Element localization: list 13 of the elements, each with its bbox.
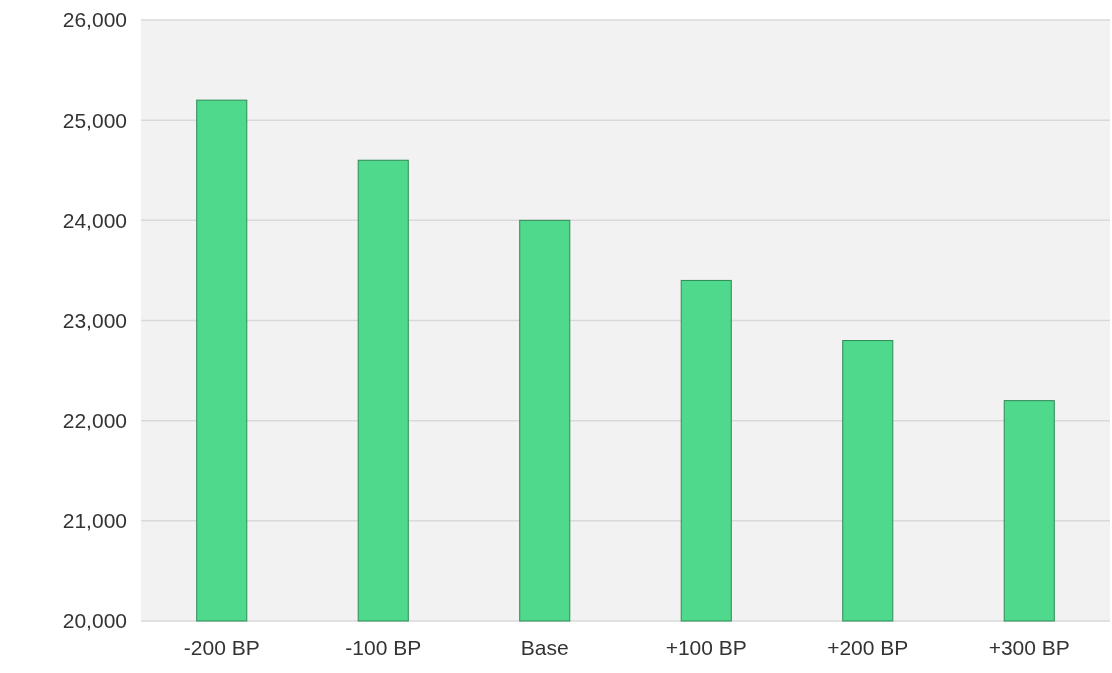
y-tick-label: 26,000 (62, 8, 127, 32)
y-tick-label: 23,000 (62, 308, 127, 332)
x-tick-label: -100 BP (345, 636, 422, 659)
y-tick-label: 20,000 (62, 609, 127, 633)
x-tick-label: -200 BP (183, 636, 260, 659)
x-tick-label: +200 BP (827, 636, 909, 659)
x-tick-label: +100 BP (665, 636, 747, 659)
y-tick-label: 25,000 (62, 108, 127, 132)
y-tick-label: 24,000 (62, 208, 127, 232)
y-tick-label: 21,000 (62, 509, 127, 533)
x-tick-label: Base (520, 636, 569, 659)
x-tick-label: +300 BP (988, 636, 1070, 659)
y-tick-label: 22,000 (62, 409, 127, 433)
